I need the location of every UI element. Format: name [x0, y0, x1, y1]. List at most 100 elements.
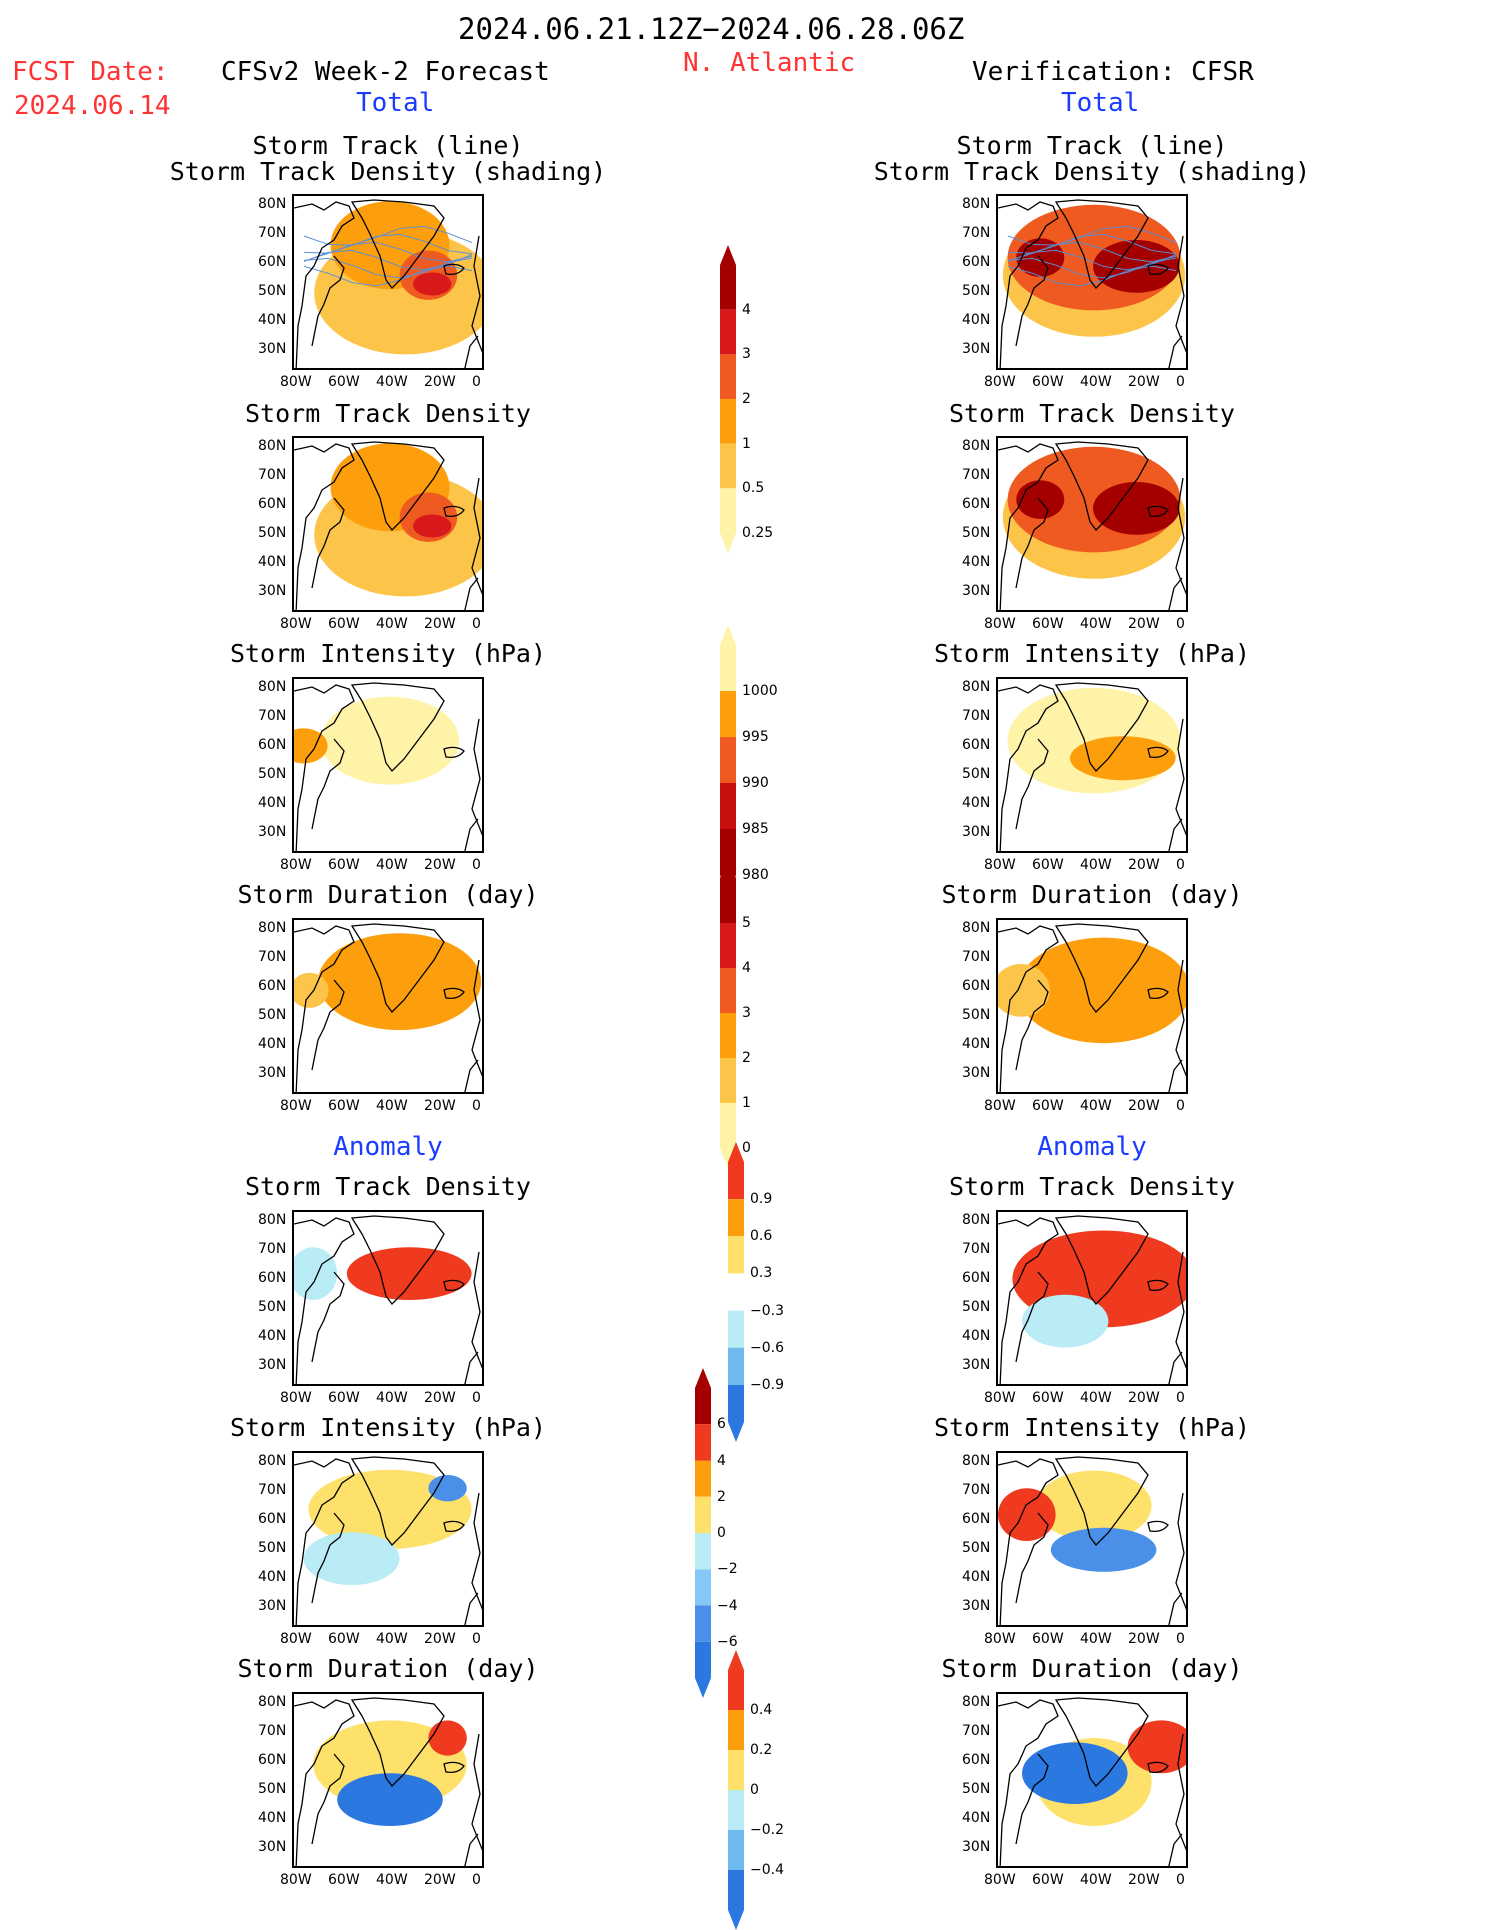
right-lat-label: 70N	[962, 467, 991, 483]
left-coastline-4	[464, 818, 479, 851]
colorbar-3	[720, 858, 736, 1168]
left-lon-label: 40W	[376, 857, 408, 873]
right-lon-label: 80W	[984, 1631, 1016, 1647]
right-coastline-2	[1147, 746, 1169, 759]
colorbar-5-label: 4	[717, 1452, 726, 1469]
right-coastline-4	[1168, 335, 1183, 368]
colorbar-5-label: 6	[717, 1416, 726, 1433]
right-map-5-shade-1	[1022, 1294, 1109, 1348]
right-coastline-2	[1147, 1279, 1169, 1292]
left-storm-track-line-0	[303, 225, 473, 246]
left-lon-label: 40W	[376, 374, 408, 390]
right-lon-label: 80W	[984, 374, 1016, 390]
left-lon-label: 60W	[328, 1631, 360, 1647]
right-lon-label: 60W	[1032, 1098, 1064, 1114]
period-title: 2024.06.21.12Z−2024.06.28.06Z	[458, 12, 965, 46]
left-coastline-0	[294, 684, 355, 851]
left-coastline-5	[311, 1271, 345, 1363]
left-coastline-3	[471, 235, 482, 353]
left-map-6	[292, 1451, 484, 1627]
left-lat-label: 40N	[258, 795, 287, 811]
right-title: Verification: CFSR	[972, 57, 1254, 87]
right-coastline-3	[1175, 1251, 1186, 1369]
right-lon-label: 60W	[1032, 374, 1064, 390]
left-lon-label: 80W	[280, 374, 312, 390]
right-coastline-4	[1168, 1059, 1183, 1092]
left-coastline-2	[443, 1520, 465, 1533]
right-coastline-0	[998, 925, 1059, 1092]
right-lat-label: 30N	[962, 824, 991, 840]
colorbar-3-segment	[720, 1103, 736, 1148]
right-map-5	[996, 1210, 1188, 1386]
right-lat-label: 40N	[962, 795, 991, 811]
left-lat-label: 40N	[258, 554, 287, 570]
right-sub: Total	[1061, 88, 1140, 118]
left-lat-label: 80N	[258, 679, 287, 695]
left-map-3-shade-0	[320, 696, 460, 785]
left-sub: Total	[356, 88, 435, 118]
left-coastline-3	[471, 959, 482, 1077]
left-lat-label: 80N	[258, 438, 287, 454]
right-coastline-1	[1054, 441, 1149, 531]
right-lat-label: 70N	[962, 1482, 991, 1498]
right-anom-intensity-title: Storm Intensity (hPa)	[933, 1413, 1251, 1442]
colorbar-1-top-arrow	[720, 245, 736, 265]
colorbar-6-segment	[728, 1670, 744, 1710]
right-coastline-0	[998, 1217, 1059, 1384]
right-lon-label: 0	[1176, 1631, 1185, 1647]
left-st-line-title: Storm Track (line)	[252, 131, 524, 160]
left-lat-label: 70N	[258, 1723, 287, 1739]
left-lon-label: 60W	[328, 1390, 360, 1406]
right-map-7-field	[998, 1697, 1186, 1866]
left-map-5-shade-1	[294, 1247, 338, 1300]
colorbar-4-segment	[728, 1162, 744, 1200]
right-map-4	[996, 918, 1188, 1094]
left-lat-label: 40N	[258, 1569, 287, 1585]
left-coastline-4	[464, 1351, 479, 1384]
colorbar-3-segment	[720, 1058, 736, 1103]
left-map-7-shade-2	[428, 1720, 467, 1756]
left-lon-label: 80W	[280, 1872, 312, 1888]
right-map-7-shade-1	[1022, 1742, 1128, 1804]
left-coastline-5	[311, 738, 345, 830]
left-lon-label: 80W	[280, 857, 312, 873]
left-coastline-1	[350, 199, 445, 289]
right-map-4-field	[998, 923, 1186, 1092]
right-lon-label: 20W	[1128, 1098, 1160, 1114]
colorbar-1-segment	[720, 488, 736, 533]
colorbar-5-segment	[695, 1460, 711, 1497]
left-map-1-field	[294, 199, 482, 368]
left-coastline-2	[443, 746, 465, 759]
left-lon-label: 20W	[424, 616, 456, 632]
right-map-6	[996, 1451, 1188, 1627]
right-lat-label: 50N	[962, 766, 991, 782]
right-lon-label: 40W	[1080, 1631, 1112, 1647]
right-coastline-2	[1147, 987, 1169, 1000]
right-storm-track-line-0	[1007, 225, 1177, 246]
left-map-6-field	[294, 1456, 482, 1625]
left-lat-label: 30N	[258, 824, 287, 840]
left-lon-label: 40W	[376, 1631, 408, 1647]
colorbar-1-segment	[720, 443, 736, 489]
right-lat-label: 40N	[962, 1569, 991, 1585]
left-map-4-shade-1	[294, 972, 329, 1008]
colorbar-1-segment	[720, 399, 736, 444]
right-lat-label: 50N	[962, 1781, 991, 1797]
right-map-2	[996, 436, 1188, 612]
right-lat-label: 80N	[962, 1212, 991, 1228]
left-lon-label: 20W	[424, 1098, 456, 1114]
right-lon-label: 60W	[1032, 1390, 1064, 1406]
left-lat-label: 70N	[258, 467, 287, 483]
left-lon-label: 60W	[328, 1098, 360, 1114]
left-map-1	[292, 194, 484, 370]
right-map-2-shade-2	[1093, 482, 1180, 535]
colorbar-4-segment	[728, 1236, 744, 1274]
colorbar-3-label: 1	[742, 1095, 751, 1111]
left-lon-label: 40W	[376, 1390, 408, 1406]
right-coastline-0	[998, 1458, 1059, 1625]
right-lat-label: 70N	[962, 1241, 991, 1257]
left-map-7-shade-1	[337, 1773, 443, 1826]
left-lon-label: 60W	[328, 616, 360, 632]
right-lat-label: 60N	[962, 254, 991, 270]
colorbar-3-label: 4	[742, 960, 751, 976]
